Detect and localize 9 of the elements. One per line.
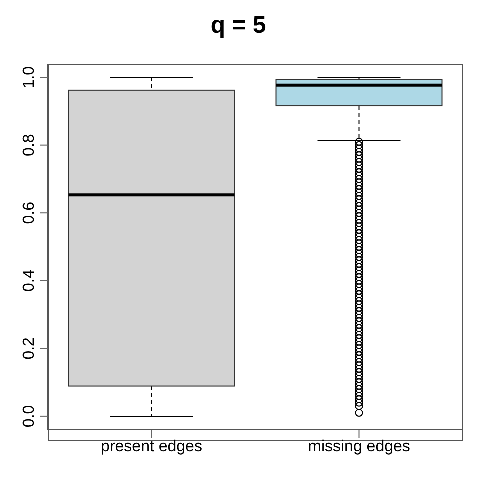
- x-tick-label: present edges: [101, 438, 202, 456]
- y-tick-label: 0.6: [21, 202, 38, 224]
- y-tick-label: 0.4: [21, 270, 38, 292]
- y-tick-label: 0.8: [21, 134, 38, 156]
- y-tick-label: 0.0: [21, 405, 38, 428]
- y-tick-label: 0.2: [21, 337, 38, 360]
- y-tick-label: 1.0: [21, 66, 38, 89]
- x-tick-label: missing edges: [308, 438, 410, 456]
- chart-title: q = 5: [210, 11, 268, 41]
